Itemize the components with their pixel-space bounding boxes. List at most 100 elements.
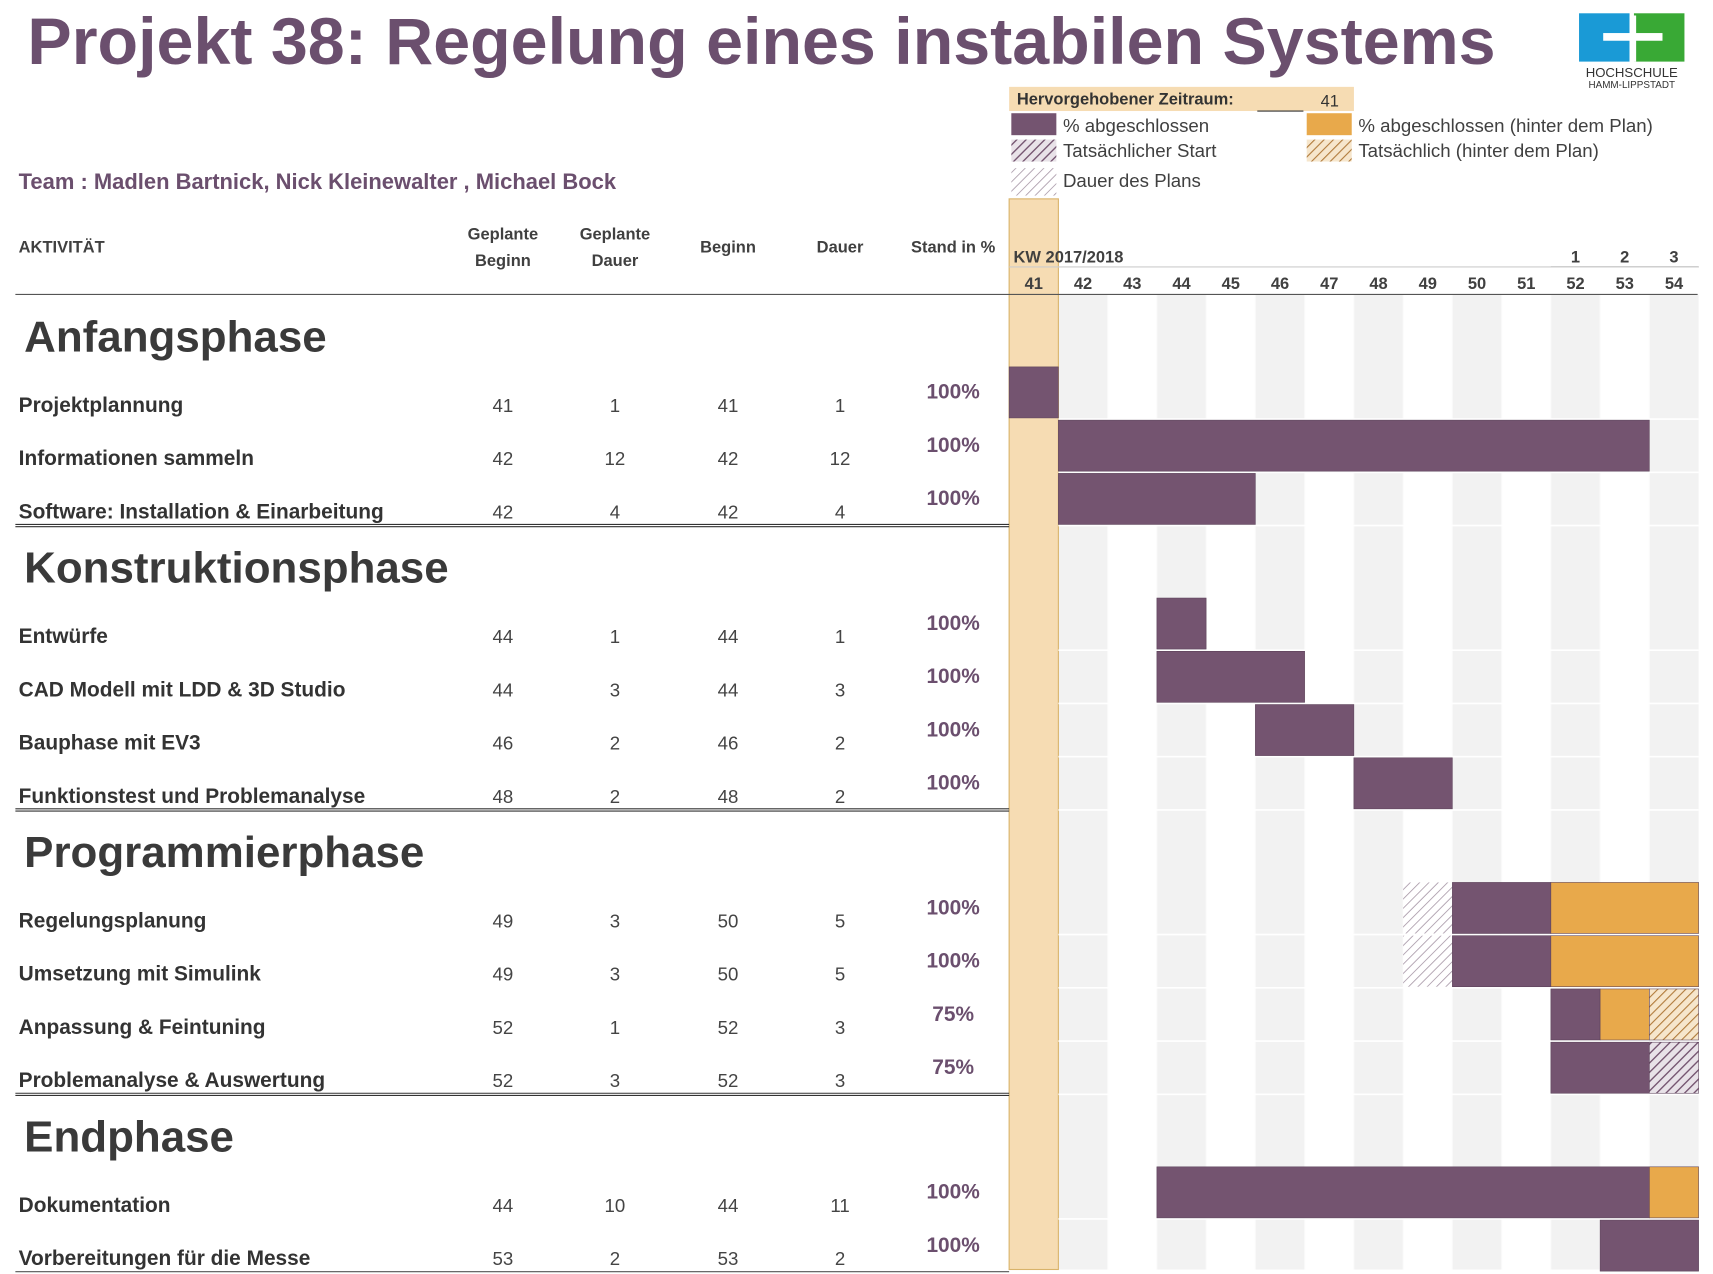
- legend: % abgeschlossen Tatsächlicher Start Daue…: [1011, 113, 1653, 196]
- actual-bar: [1255, 704, 1355, 756]
- task-percent: 100%: [926, 434, 979, 457]
- task-number: 42: [718, 448, 739, 469]
- task-number: 2: [610, 786, 620, 807]
- task-number: 42: [718, 501, 739, 522]
- task-percent: 100%: [926, 896, 979, 919]
- actual-bar: [1599, 988, 1650, 1041]
- week-label: 50: [1468, 275, 1486, 293]
- actual-bar: [1156, 597, 1207, 650]
- phase-title: Programmierphase: [24, 828, 424, 877]
- legend-swatch: [1306, 139, 1352, 162]
- highlight-box: [1009, 86, 1354, 112]
- task-number: 46: [493, 733, 514, 754]
- task-name: Funktionstest und Problemanalyse: [19, 785, 366, 808]
- task-percent: 100%: [926, 612, 979, 635]
- phase-title: Anfangsphase: [24, 312, 327, 361]
- task-number: 12: [830, 448, 851, 469]
- task-number: 1: [610, 626, 620, 647]
- week-label: 43: [1123, 275, 1141, 293]
- task-number: 1: [610, 1017, 620, 1038]
- task-percent: 100%: [926, 381, 979, 404]
- task-name: Problemanalyse & Auswertung: [19, 1069, 325, 1092]
- week-label: 54: [1665, 275, 1684, 293]
- task-number: 5: [835, 964, 845, 985]
- year-week-label: 2: [1620, 249, 1629, 267]
- task-number: 2: [835, 1248, 845, 1269]
- title: Projekt 38: Regelung eines instabilen Sy…: [27, 4, 1495, 78]
- year-week-label: 3: [1669, 249, 1678, 267]
- week-column: [1649, 294, 1699, 1270]
- task-number: 50: [718, 964, 739, 985]
- logo-text: HAMM-LIPPSTADT: [1588, 80, 1675, 91]
- actual-bar: [1058, 419, 1650, 472]
- actual-bar: [1156, 1166, 1650, 1219]
- week-label: 53: [1616, 275, 1634, 293]
- task-name: Informationen sammeln: [19, 447, 254, 470]
- task-percent: 75%: [932, 1003, 974, 1026]
- task-name: Entwürfe: [19, 625, 108, 648]
- week-label: 48: [1369, 275, 1387, 293]
- actual-bar: [1550, 882, 1699, 934]
- highlight-column: [1008, 198, 1059, 1271]
- actual-bar: [1599, 1219, 1699, 1272]
- task-number: 44: [493, 626, 514, 647]
- column-header: Geplante: [468, 225, 538, 243]
- task-name: Software: Installation & Einarbeitung: [19, 500, 384, 523]
- task-number: 3: [610, 679, 620, 700]
- highlight-label: Hervorgehobener Zeitraum:: [1017, 90, 1234, 108]
- task-number: 5: [835, 910, 845, 931]
- legend-text: Dauer des Plans: [1063, 170, 1201, 191]
- task-percent: 100%: [926, 772, 979, 795]
- week-label: 51: [1517, 275, 1535, 293]
- legend-text: Tatsächlicher Start: [1063, 140, 1217, 161]
- actual-bar: [1452, 882, 1552, 934]
- week-label: 52: [1566, 275, 1584, 293]
- task-percent: 100%: [926, 718, 979, 741]
- task-percent: 100%: [926, 950, 979, 973]
- task-number: 1: [610, 395, 620, 416]
- task-number: 3: [835, 1070, 845, 1091]
- legend-text: % abgeschlossen (hinter dem Plan): [1358, 115, 1653, 136]
- plan-bar: [1403, 882, 1453, 934]
- task-number: 53: [718, 1248, 739, 1269]
- task-number: 12: [605, 448, 626, 469]
- task-number: 1: [835, 395, 845, 416]
- actual-bar: [1550, 935, 1699, 988]
- task-number: 11: [830, 1195, 849, 1216]
- task-name: Umsetzung mit Simulink: [19, 963, 262, 986]
- task-number: 44: [718, 1195, 739, 1216]
- year-week-label: 1: [1571, 249, 1580, 267]
- column-header: AKTIVITÄT: [19, 239, 105, 257]
- week-label: 49: [1419, 275, 1437, 293]
- task-name: Projektplannung: [19, 394, 184, 417]
- task-name: Regelungsplanung: [19, 909, 207, 932]
- task-percent: 100%: [926, 1234, 979, 1257]
- timeline-label: KW 2017/2018: [1014, 249, 1124, 267]
- task-number: 3: [610, 910, 620, 931]
- task-number: 52: [493, 1070, 514, 1091]
- task-name: Anpassung & Feintuning: [19, 1016, 266, 1039]
- task-number: 42: [493, 501, 514, 522]
- task-name: Bauphase mit EV3: [19, 732, 201, 755]
- task-number: 46: [718, 733, 739, 754]
- task-number: 1: [835, 626, 845, 647]
- week-label: 47: [1320, 275, 1338, 293]
- legend-swatch: [1011, 139, 1057, 162]
- legend-text: % abgeschlossen: [1063, 115, 1209, 136]
- task-number: 2: [610, 1248, 620, 1269]
- task-name: Vorbereitungen für die Messe: [19, 1247, 311, 1270]
- task-number: 41: [493, 395, 514, 416]
- actual-bar: [1353, 757, 1453, 810]
- task-number: 2: [835, 733, 845, 754]
- task-number: 2: [610, 733, 620, 754]
- task-number: 3: [835, 679, 845, 700]
- week-label: 41: [1025, 275, 1043, 293]
- logo-text: HOCHSCHULE: [1586, 65, 1678, 80]
- legend-swatch: [1011, 168, 1057, 196]
- actual-bar: [1008, 366, 1059, 419]
- task-number: 52: [493, 1017, 514, 1038]
- task-number: 52: [718, 1070, 739, 1091]
- legend-text: Tatsächlich (hinter dem Plan): [1358, 140, 1599, 161]
- task-number: 48: [493, 786, 514, 807]
